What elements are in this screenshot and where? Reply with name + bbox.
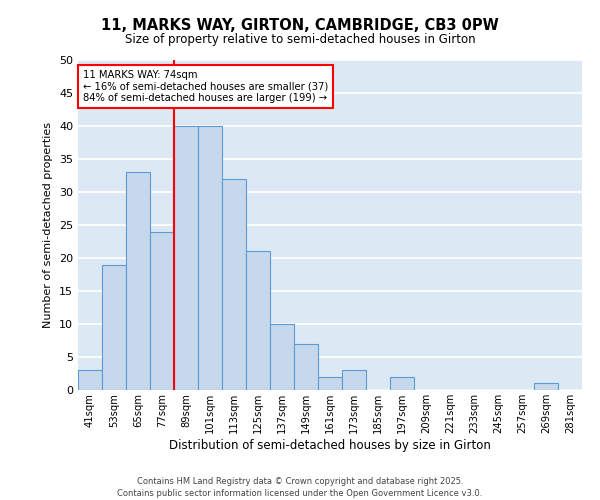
Text: Size of property relative to semi-detached houses in Girton: Size of property relative to semi-detach…: [125, 32, 475, 46]
Bar: [318, 377, 342, 390]
Text: Contains HM Land Registry data © Crown copyright and database right 2025.
Contai: Contains HM Land Registry data © Crown c…: [118, 476, 482, 498]
Bar: [294, 344, 318, 390]
Bar: [222, 179, 246, 390]
Bar: [174, 126, 198, 390]
Text: 11 MARKS WAY: 74sqm
← 16% of semi-detached houses are smaller (37)
84% of semi-d: 11 MARKS WAY: 74sqm ← 16% of semi-detach…: [83, 70, 328, 103]
Bar: [246, 252, 270, 390]
Text: 11, MARKS WAY, GIRTON, CAMBRIDGE, CB3 0PW: 11, MARKS WAY, GIRTON, CAMBRIDGE, CB3 0P…: [101, 18, 499, 32]
Bar: [270, 324, 294, 390]
Bar: [150, 232, 174, 390]
Bar: [342, 370, 366, 390]
Bar: [102, 264, 126, 390]
Y-axis label: Number of semi-detached properties: Number of semi-detached properties: [43, 122, 53, 328]
Bar: [126, 172, 150, 390]
Bar: [78, 370, 102, 390]
X-axis label: Distribution of semi-detached houses by size in Girton: Distribution of semi-detached houses by …: [169, 438, 491, 452]
Bar: [390, 377, 414, 390]
Bar: [198, 126, 222, 390]
Bar: [534, 384, 558, 390]
